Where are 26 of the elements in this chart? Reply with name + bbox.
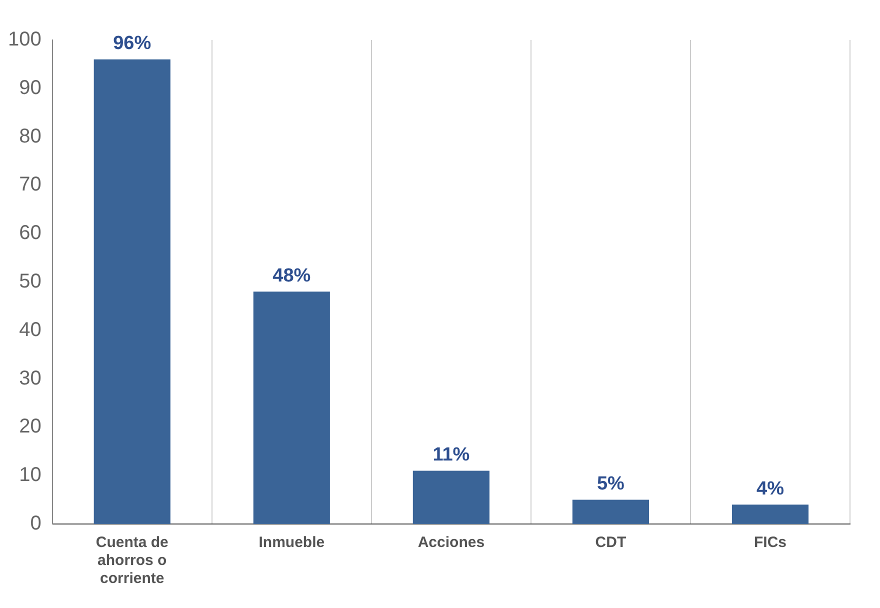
y-tick-label: 80	[19, 125, 42, 148]
y-tick-label: 0	[30, 512, 42, 535]
x-tick-label: Acciones	[418, 534, 485, 552]
data-label: 4%	[756, 478, 784, 500]
data-label: 48%	[272, 265, 311, 286]
x-tick-label: CDT	[595, 534, 626, 552]
y-tick-label: 100	[8, 28, 42, 51]
y-tick-label: 30	[19, 367, 42, 390]
bar	[94, 59, 170, 524]
data-label: 11%	[432, 444, 470, 466]
bar	[412, 470, 490, 524]
x-tick-label: FICs	[754, 534, 786, 552]
y-tick-label: 60	[19, 222, 42, 244]
y-tick-label: 10	[19, 464, 42, 486]
y-tick-label: 70	[19, 174, 42, 196]
y-tick-label: 20	[19, 416, 42, 438]
x-tick-label: Cuenta de ahorros o corriente	[96, 534, 168, 588]
bar	[572, 500, 649, 524]
data-label: 5%	[596, 474, 625, 495]
y-tick-label: 50	[19, 270, 42, 293]
y-tick-label: 40	[19, 318, 42, 341]
bar	[732, 504, 809, 524]
y-tick-label: 90	[19, 76, 42, 99]
data-label: 96%	[113, 33, 152, 54]
bar	[253, 292, 330, 524]
x-tick-label: Inmueble	[258, 534, 325, 552]
